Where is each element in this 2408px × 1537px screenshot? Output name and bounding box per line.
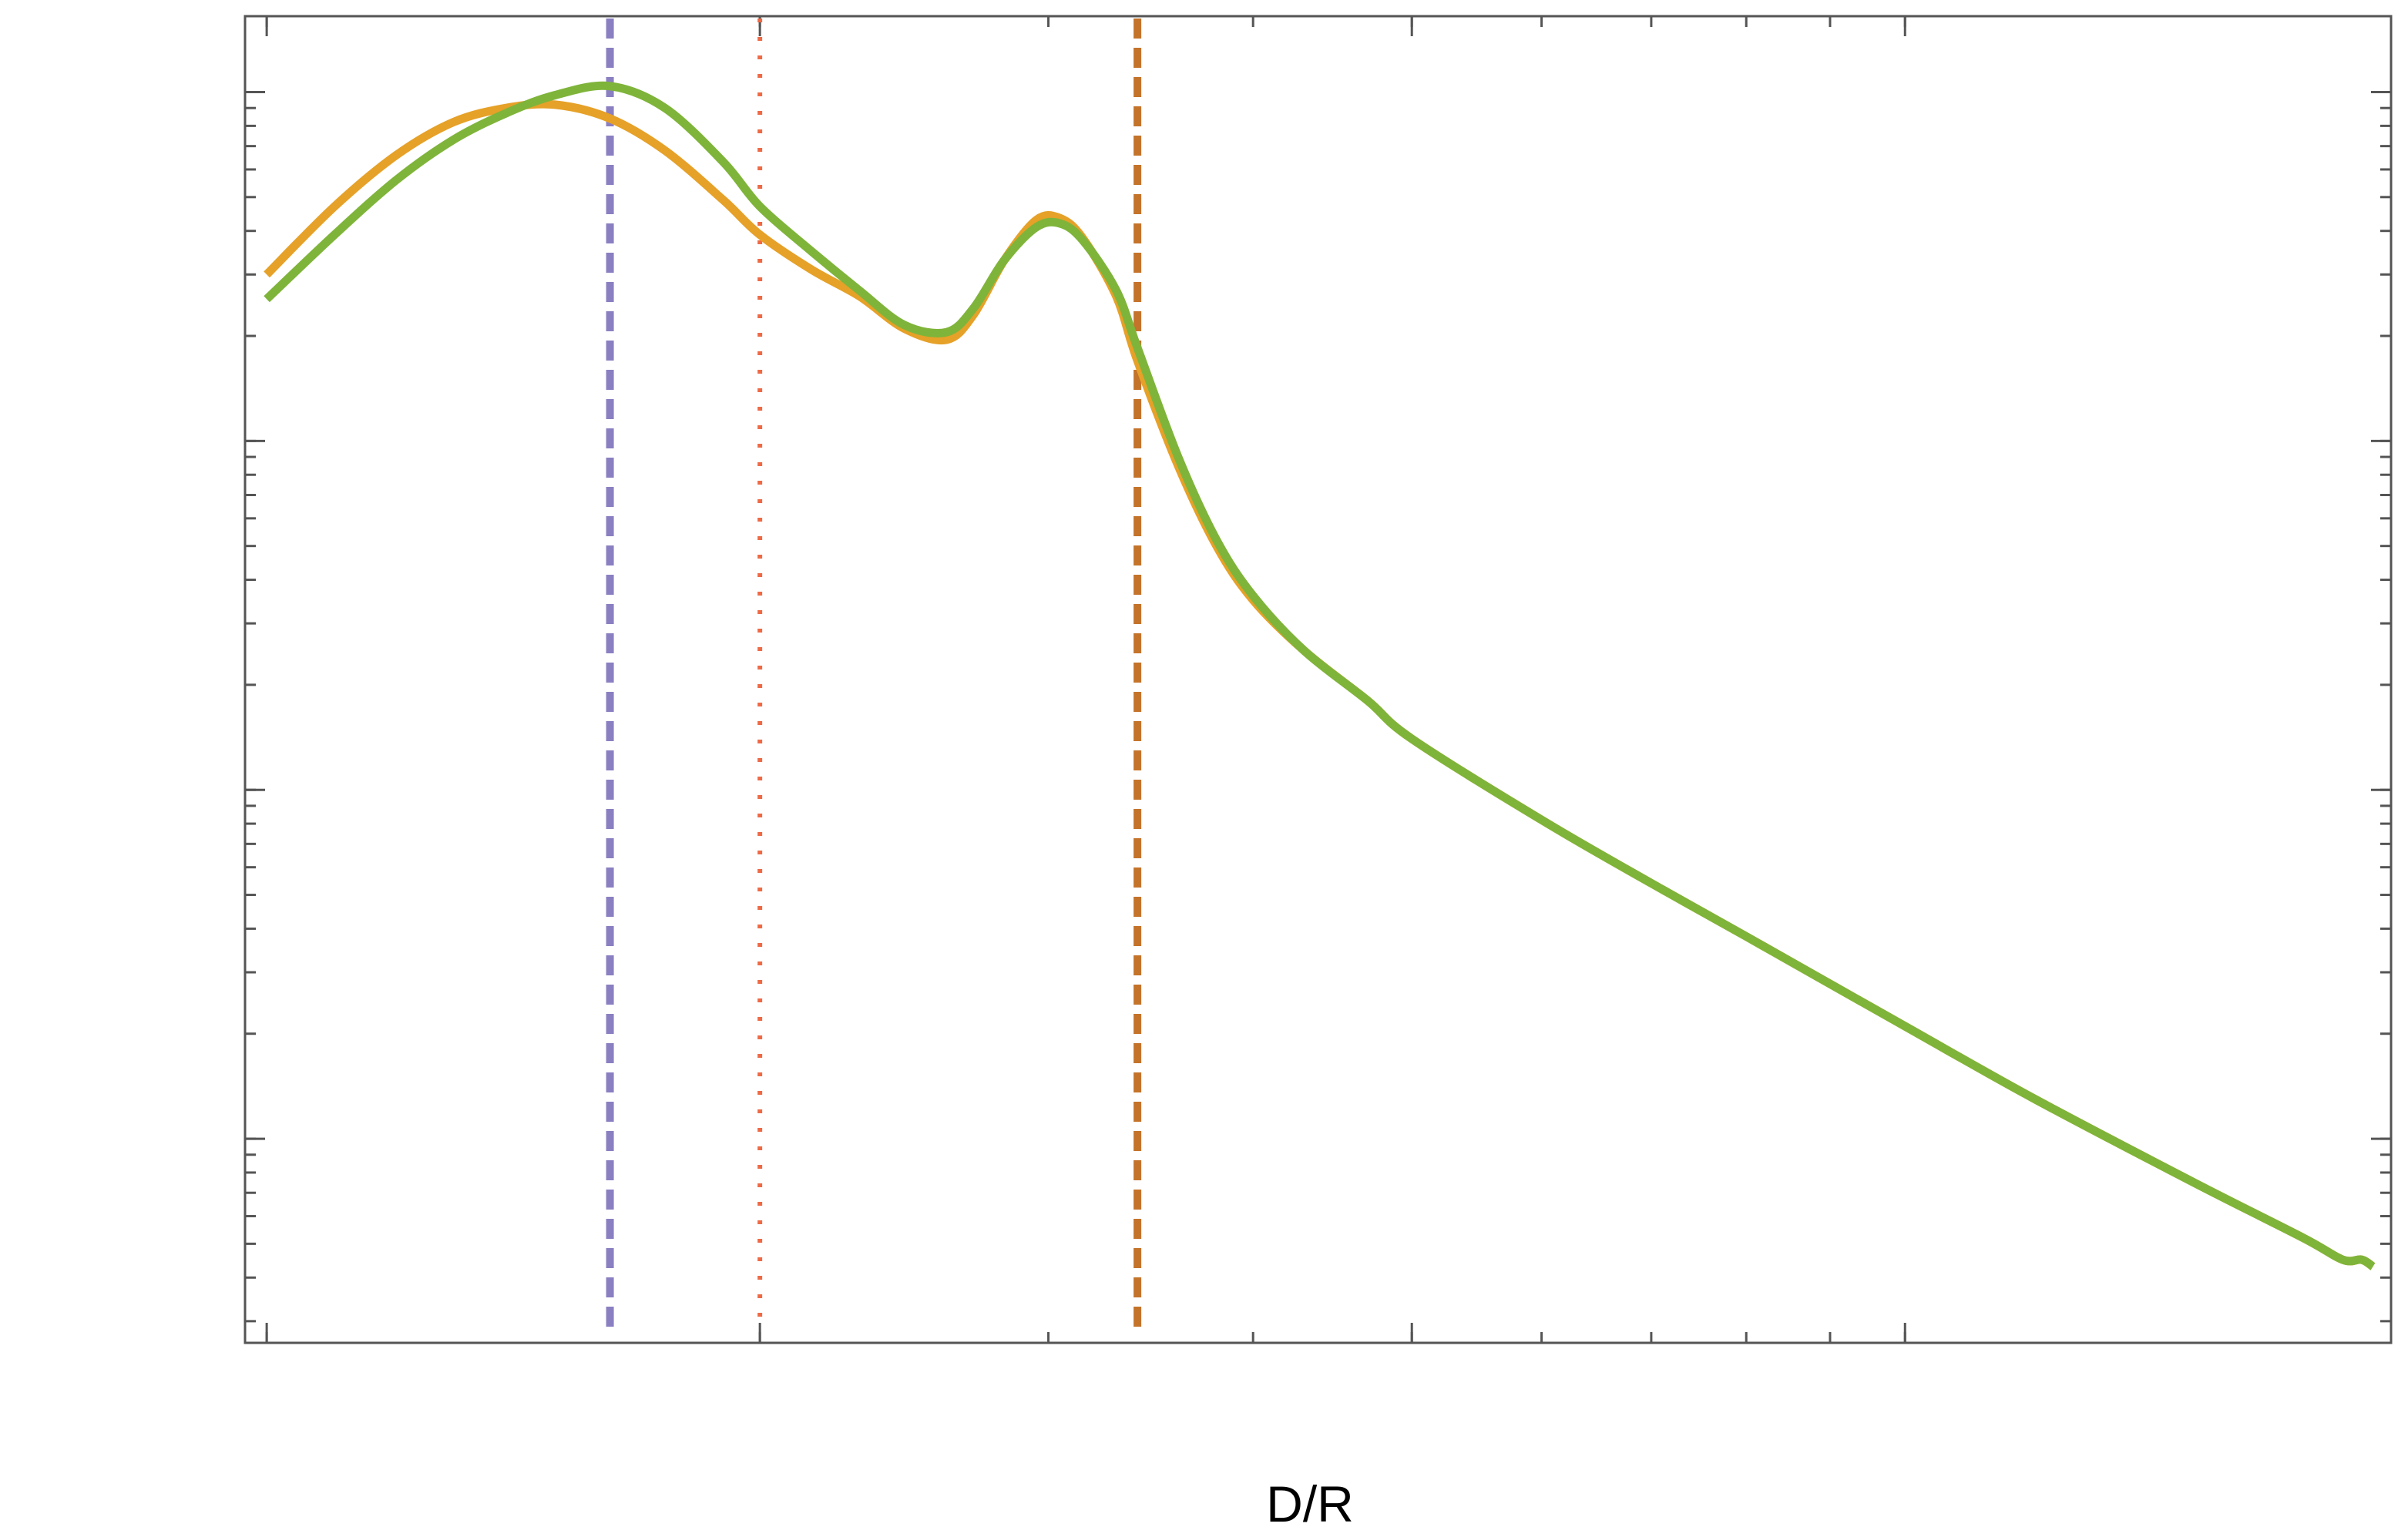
plot-frame — [243, 15, 2393, 1344]
series-lines — [264, 81, 2376, 1270]
minor-ticks — [245, 16, 2391, 1343]
major-ticks — [245, 16, 2391, 1343]
series-line — [264, 81, 2376, 1270]
x-axis-title: D/R — [1266, 1475, 1354, 1532]
series-line — [264, 99, 2376, 1270]
reference-lines — [606, 18, 1142, 1327]
